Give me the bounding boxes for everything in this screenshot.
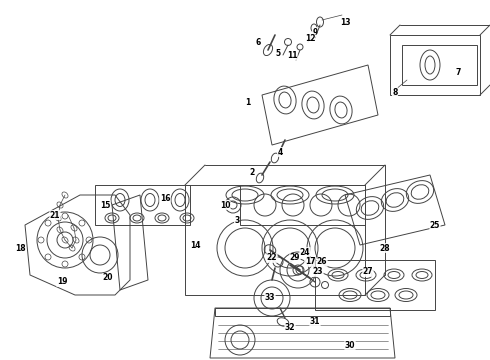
Text: 25: 25 — [430, 220, 440, 230]
Text: 16: 16 — [160, 194, 170, 202]
Text: 28: 28 — [380, 243, 391, 252]
Text: 2: 2 — [249, 167, 255, 176]
Text: 22: 22 — [267, 253, 277, 262]
Text: 17: 17 — [305, 257, 315, 266]
Text: 20: 20 — [103, 274, 113, 283]
Text: 21: 21 — [50, 211, 60, 220]
Text: 23: 23 — [313, 267, 323, 276]
Text: 14: 14 — [190, 240, 200, 249]
Text: 6: 6 — [255, 37, 261, 46]
Text: 18: 18 — [15, 243, 25, 252]
Text: 11: 11 — [287, 50, 297, 59]
Text: 13: 13 — [340, 18, 350, 27]
Bar — [390, 35, 480, 95]
Text: 15: 15 — [100, 201, 110, 210]
Text: 7: 7 — [455, 68, 461, 77]
Bar — [215, 308, 390, 316]
Text: 33: 33 — [265, 293, 275, 302]
Text: 8: 8 — [392, 87, 398, 96]
Text: 26: 26 — [317, 257, 327, 266]
Bar — [402, 45, 477, 85]
Text: 10: 10 — [220, 201, 230, 210]
Text: 12: 12 — [305, 33, 315, 42]
Text: 32: 32 — [285, 324, 295, 333]
Text: 9: 9 — [313, 27, 318, 36]
Text: 1: 1 — [245, 98, 250, 107]
Text: 30: 30 — [345, 341, 355, 350]
Text: 27: 27 — [363, 267, 373, 276]
Text: 31: 31 — [310, 318, 320, 327]
Text: 4: 4 — [277, 148, 283, 157]
Text: 5: 5 — [275, 49, 281, 58]
Text: 3: 3 — [234, 216, 240, 225]
Text: 29: 29 — [290, 253, 300, 262]
Text: 24: 24 — [300, 248, 310, 257]
Text: 19: 19 — [57, 278, 67, 287]
